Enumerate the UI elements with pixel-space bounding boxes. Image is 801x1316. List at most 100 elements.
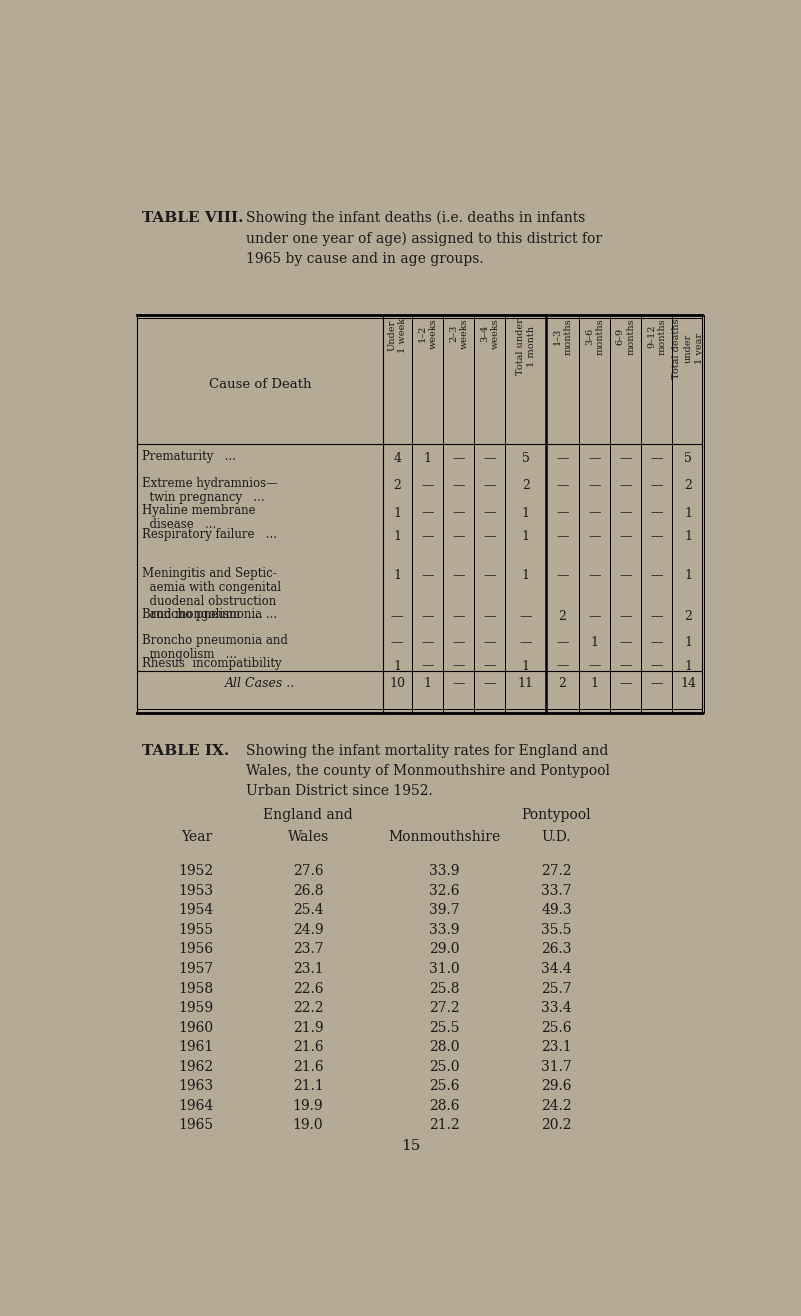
Text: 29.6: 29.6 (541, 1079, 572, 1094)
Text: 21.6: 21.6 (293, 1040, 324, 1054)
Text: 1: 1 (393, 570, 401, 582)
Text: —: — (620, 609, 632, 622)
Text: 25.4: 25.4 (293, 903, 324, 917)
Text: 49.3: 49.3 (541, 903, 572, 917)
Text: 31.7: 31.7 (541, 1059, 572, 1074)
Text: 25.0: 25.0 (429, 1059, 460, 1074)
Text: —: — (620, 451, 632, 465)
Text: Under
1 week: Under 1 week (387, 318, 407, 353)
Text: 6–9
months: 6–9 months (616, 318, 636, 354)
Text: 2: 2 (521, 479, 529, 492)
Text: 1: 1 (424, 451, 432, 465)
Text: 3–4
weeks: 3–4 weeks (480, 318, 500, 349)
Text: —: — (557, 479, 569, 492)
Text: Showing the infant mortality rates for England and
Wales, the county of Monmouth: Showing the infant mortality rates for E… (246, 744, 610, 797)
Text: —: — (453, 507, 465, 520)
Text: TABLE IX.: TABLE IX. (143, 744, 230, 758)
Text: —: — (519, 609, 532, 622)
Text: 28.0: 28.0 (429, 1040, 460, 1054)
Text: 1959: 1959 (179, 1001, 214, 1015)
Text: 33.7: 33.7 (541, 884, 572, 898)
Text: 1965: 1965 (179, 1119, 214, 1133)
Text: —: — (484, 451, 497, 465)
Text: 5: 5 (521, 451, 529, 465)
Text: —: — (421, 659, 434, 672)
Text: —: — (650, 609, 663, 622)
Text: Pontypool: Pontypool (521, 808, 591, 822)
Text: 1: 1 (393, 507, 401, 520)
Text: Prematurity   ...: Prematurity ... (143, 450, 236, 463)
Text: —: — (484, 609, 497, 622)
Text: 27.2: 27.2 (541, 865, 572, 878)
Text: 39.7: 39.7 (429, 903, 460, 917)
Text: —: — (453, 451, 465, 465)
Text: 4: 4 (393, 451, 401, 465)
Text: 1: 1 (684, 570, 692, 582)
Text: 1: 1 (684, 507, 692, 520)
Text: —: — (484, 659, 497, 672)
Text: 1: 1 (591, 636, 599, 649)
Text: 24.2: 24.2 (541, 1099, 572, 1113)
Text: —: — (557, 659, 569, 672)
Text: 1: 1 (521, 570, 529, 582)
Text: 20.2: 20.2 (541, 1119, 572, 1133)
Text: 28.6: 28.6 (429, 1099, 460, 1113)
Text: —: — (453, 479, 465, 492)
Text: 1960: 1960 (179, 1021, 214, 1034)
Text: and mongolism   ...: and mongolism ... (143, 608, 263, 621)
Text: 9–12
months: 9–12 months (647, 318, 667, 354)
Text: —: — (453, 659, 465, 672)
Text: 29.0: 29.0 (429, 942, 460, 957)
Text: —: — (421, 479, 434, 492)
Text: —: — (589, 570, 601, 582)
Text: Showing the infant deaths (i.e. deaths in infants
under one year of age) assigne: Showing the infant deaths (i.e. deaths i… (246, 211, 602, 266)
Text: 2: 2 (393, 479, 401, 492)
Text: —: — (650, 659, 663, 672)
Text: 1953: 1953 (179, 884, 214, 898)
Text: 33.4: 33.4 (541, 1001, 572, 1015)
Text: Cause of Death: Cause of Death (209, 378, 312, 391)
Text: Broncho pneumonia and: Broncho pneumonia and (143, 634, 288, 647)
Text: 33.9: 33.9 (429, 923, 460, 937)
Text: 1: 1 (393, 530, 401, 542)
Text: —: — (421, 636, 434, 649)
Text: —: — (557, 636, 569, 649)
Text: 1955: 1955 (179, 923, 214, 937)
Text: —: — (484, 479, 497, 492)
Text: 1: 1 (684, 636, 692, 649)
Text: —: — (484, 570, 497, 582)
Text: —: — (391, 636, 404, 649)
Text: 1: 1 (591, 676, 599, 690)
Text: —: — (650, 570, 663, 582)
Text: mongolism   ...: mongolism ... (143, 647, 237, 661)
Text: 19.9: 19.9 (293, 1099, 324, 1113)
Text: Extreme hydramnios—: Extreme hydramnios— (143, 478, 278, 490)
Text: —: — (453, 570, 465, 582)
Text: twin pregnancy   ...: twin pregnancy ... (143, 491, 265, 504)
Text: 21.1: 21.1 (292, 1079, 324, 1094)
Text: —: — (421, 609, 434, 622)
Text: disease   ...: disease ... (143, 519, 216, 532)
Text: —: — (519, 636, 532, 649)
Text: —: — (589, 659, 601, 672)
Text: —: — (391, 609, 404, 622)
Text: 35.5: 35.5 (541, 923, 572, 937)
Text: 1962: 1962 (179, 1059, 214, 1074)
Text: —: — (453, 676, 465, 690)
Text: 1–2
weeks: 1–2 weeks (417, 318, 437, 349)
Text: —: — (421, 530, 434, 542)
Text: —: — (650, 530, 663, 542)
Text: —: — (650, 479, 663, 492)
Text: —: — (650, 507, 663, 520)
Text: 25.6: 25.6 (541, 1021, 572, 1034)
Text: —: — (620, 676, 632, 690)
Text: 22.6: 22.6 (293, 982, 324, 995)
Text: —: — (421, 507, 434, 520)
Text: —: — (421, 570, 434, 582)
Text: 23.1: 23.1 (293, 962, 324, 976)
Text: 1: 1 (521, 530, 529, 542)
Text: 1964: 1964 (179, 1099, 214, 1113)
Text: 2–3
weeks: 2–3 weeks (449, 318, 469, 349)
Text: 23.7: 23.7 (293, 942, 324, 957)
Text: England and: England and (264, 808, 353, 822)
